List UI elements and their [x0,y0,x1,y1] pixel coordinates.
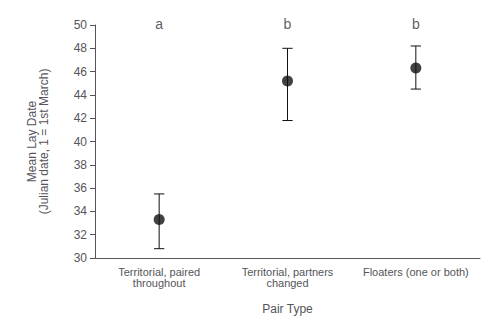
svg-text:b: b [284,16,292,32]
svg-text:(Julian date, 1 = 1st March): (Julian date, 1 = 1st March) [37,69,51,215]
svg-text:a: a [155,16,163,32]
svg-text:40: 40 [74,135,88,149]
svg-text:50: 50 [74,18,88,32]
svg-text:32: 32 [74,228,88,242]
svg-text:38: 38 [74,158,88,172]
svg-text:36: 36 [74,181,88,195]
svg-text:34: 34 [74,204,88,218]
svg-text:42: 42 [74,111,88,125]
svg-text:Mean Lay Date: Mean Lay Date [25,100,39,183]
svg-text:44: 44 [74,88,88,102]
svg-text:48: 48 [74,41,88,55]
svg-text:Territorial, partners: Territorial, partners [241,265,334,278]
svg-text:Pair Type: Pair Type [262,302,313,316]
svg-text:b: b [412,16,420,32]
svg-text:46: 46 [74,65,88,79]
svg-text:Territorial, paired: Territorial, paired [118,265,201,278]
svg-text:throughout: throughout [133,277,186,289]
svg-text:changed: changed [266,277,308,289]
svg-text:30: 30 [74,251,88,265]
svg-text:Floaters (one or both): Floaters (one or both) [363,266,469,278]
